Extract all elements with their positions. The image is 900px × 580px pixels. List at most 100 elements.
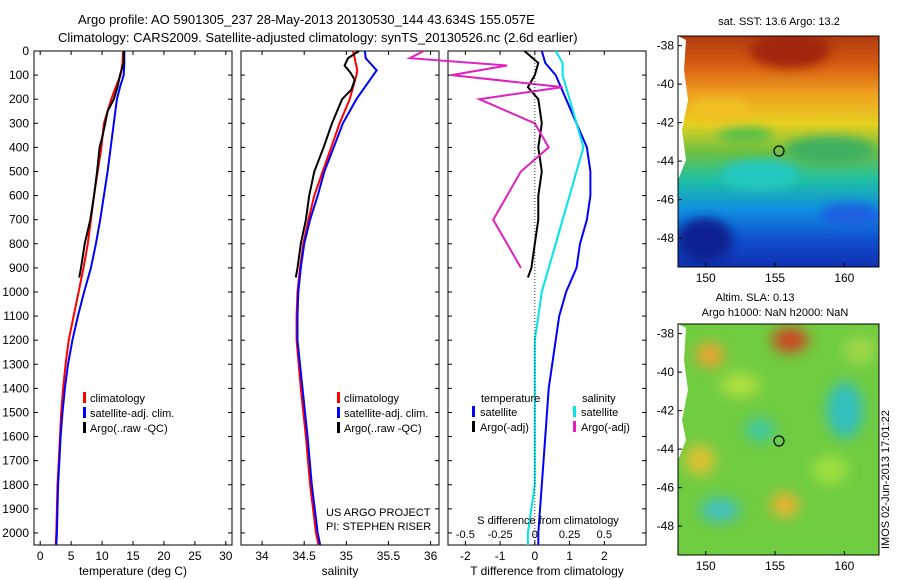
salinity-xlabel: salinity [322, 564, 359, 578]
map-x-tick-label: 155 [765, 559, 785, 573]
depth-tick-label: 0 [22, 44, 29, 58]
sla-map-title-1: Altim. SLA: 0.13 [716, 292, 795, 304]
map-y-tick-label: -44 [657, 442, 675, 456]
credit-pi: PI: STEPHEN RISER [326, 521, 431, 533]
legend-swatch-t-satellite [472, 406, 475, 417]
salinity-x-ticks: 34 34.5 35 35.5 36 [255, 51, 438, 563]
depth-tick-label: 1500 [2, 405, 29, 419]
map-y-tick-label: -38 [657, 39, 675, 53]
x-tick-label: 35.5 [377, 549, 401, 563]
legend-swatch-satellite [83, 407, 86, 418]
sst-map-frame [677, 35, 880, 268]
depth-tick-label: 1400 [2, 381, 29, 395]
map-x-tick-label: 150 [696, 559, 716, 573]
depth-tick-label: 200 [9, 92, 29, 106]
map-y-tick-label: -42 [657, 404, 675, 418]
header-line-2: Climatology: CARS2009. Satellite-adjuste… [58, 30, 578, 45]
legend-label-argo: Argo(..raw -QC) [344, 423, 422, 435]
x-tick-label: 30 [219, 549, 233, 563]
depth-tick-label: 300 [9, 116, 29, 130]
depth-tick-label: 100 [9, 68, 29, 82]
depth-tick-label: 1300 [2, 357, 29, 371]
legend-label-s-satellite: satellite [581, 407, 618, 419]
sst-argo-location-marker [773, 145, 785, 157]
legend-label-argo: Argo(..raw -QC) [90, 423, 168, 435]
depth-tick-label: 1000 [2, 285, 29, 299]
top-tick-label: 0.5 [597, 529, 612, 541]
sst-map-title: sat. SST: 13.6 Argo: 13.2 [718, 16, 840, 28]
depth-tick-label: 900 [9, 261, 29, 275]
map-x-tick-label: 155 [765, 271, 785, 285]
depth-axis: 0 100 200 300 400 500 600 700 800 900 1000 1100 1200… [2, 44, 646, 540]
series-line-climatology [295, 50, 359, 546]
legend-swatch-climatology [83, 392, 86, 403]
credit-project: US ARGO PROJECT [326, 507, 431, 519]
sla-map-title-2: Argo h1000: NaN h2000: NaN [702, 307, 849, 319]
x-tick-label: 15 [126, 549, 140, 563]
x-tick-label: 36 [424, 549, 438, 563]
salinity-legend: climatology satellite-adj. clim. Argo(..… [337, 392, 428, 435]
legend-swatch-climatology [337, 392, 340, 403]
temperature-x-ticks: 0 5 10 15 20 25 30 [37, 51, 233, 563]
x-tick-label: 0 [37, 549, 44, 563]
temperature-xlabel: temperature (deg C) [79, 564, 187, 578]
x-tick-label: 10 [95, 549, 109, 563]
map-y-tick-label: -40 [657, 365, 675, 379]
x-tick-label: -1 [495, 549, 506, 563]
sla-map-frame [677, 323, 880, 556]
x-tick-label: 2 [601, 549, 608, 563]
depth-tick-label: 1800 [2, 478, 29, 492]
difference-axes [447, 50, 647, 546]
x-tick-label: 34 [255, 549, 269, 563]
depth-tick-label: 1700 [2, 454, 29, 468]
difference-legend: temperature salinity satellite Argo(-adj… [472, 393, 630, 434]
depth-tick-label: 2000 [2, 526, 29, 540]
series-line-argo-raw-qc [78, 51, 125, 278]
sst-map-field [678, 36, 879, 267]
header-line-1: Argo profile: AO 5901305_237 28-May-2013… [78, 12, 535, 27]
depth-tick-label: 700 [9, 213, 29, 227]
map-x-tick-label: 160 [834, 271, 854, 285]
map-x-tick-label: 150 [696, 271, 716, 285]
x-tick-label: 35 [340, 549, 354, 563]
map-y-tick-label: -42 [657, 116, 675, 130]
legend-swatch-satellite [337, 407, 340, 418]
depth-tick-label: 1100 [3, 309, 29, 323]
temperature-axes [33, 50, 233, 546]
depth-tick-label: 500 [9, 164, 29, 178]
depth-tick-label: 1600 [2, 430, 29, 444]
legend-label-t-argo: Argo(-adj) [480, 422, 529, 434]
sla-map-field [678, 324, 879, 555]
x-tick-label: -2 [460, 549, 471, 563]
difference-xlabel-top: S difference from climatology [477, 515, 619, 527]
series-line-t-satellite [537, 50, 592, 545]
sla-argo-location-marker [773, 435, 785, 447]
temperature-legend: climatology satellite-adj. clim. Argo(..… [83, 392, 174, 435]
depth-tick-label: 1200 [2, 333, 29, 347]
salinity-series [294, 50, 378, 546]
legend-title-salinity: salinity [582, 393, 616, 405]
map-x-tick-label: 160 [834, 559, 854, 573]
map-y-tick-label: -44 [657, 154, 675, 168]
depth-tick-label: 1900 [2, 502, 29, 516]
sla-map-ticks: 150 155 160 -38 -40 -42 -44 -46 -48 [657, 327, 855, 573]
temperature-series [54, 50, 126, 546]
legend-label-satellite: satellite-adj. clim. [344, 408, 428, 420]
legend-label-t-satellite: satellite [480, 407, 517, 419]
legend-label-satellite: satellite-adj. clim. [90, 408, 174, 420]
map-y-tick-label: -40 [657, 77, 675, 91]
difference-series [406, 50, 592, 545]
series-line-satellite-adj-clim [296, 50, 378, 546]
top-tick-label: -0.5 [456, 529, 475, 541]
top-tick-label: 0.25 [559, 529, 580, 541]
top-tick-label: -0.25 [488, 529, 513, 541]
difference-x-ticks: -2 -1 0 1 2 [460, 51, 608, 563]
map-y-tick-label: -38 [657, 327, 675, 341]
legend-swatch-argo [337, 422, 340, 433]
x-tick-label: 0 [531, 549, 538, 563]
depth-tick-label: 800 [9, 237, 29, 251]
map-y-tick-label: -48 [657, 519, 675, 533]
map-y-tick-label: -46 [657, 193, 675, 207]
legend-swatch-argo [83, 422, 86, 433]
